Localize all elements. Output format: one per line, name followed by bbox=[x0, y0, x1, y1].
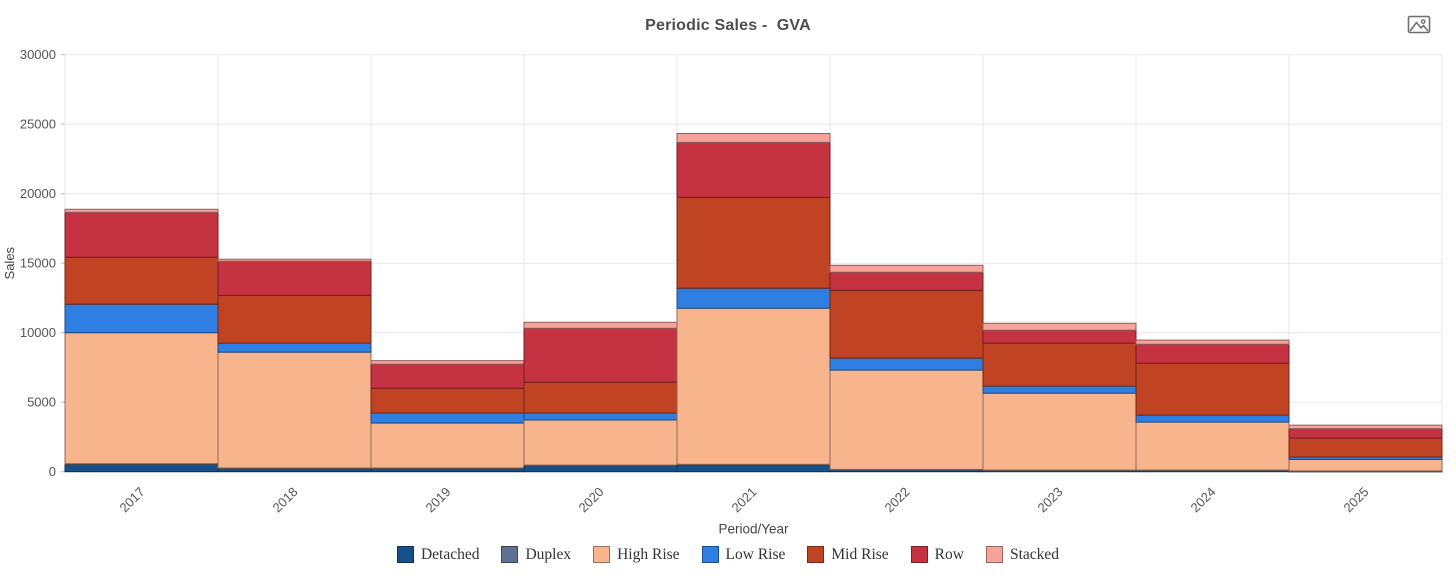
bar-segment-2017-detached[interactable] bbox=[64, 463, 219, 473]
bar-segment-2017-high-rise[interactable] bbox=[64, 332, 219, 465]
legend-swatch bbox=[701, 546, 719, 563]
bar-segment-2017-row[interactable] bbox=[64, 211, 219, 258]
legend-item-low-rise[interactable]: Low Rise bbox=[701, 545, 786, 563]
x-tick-label: 2017 bbox=[117, 484, 148, 515]
chart-title: Periodic Sales - GVA bbox=[645, 17, 811, 34]
bar-segment-2023-low-rise[interactable] bbox=[982, 385, 1137, 394]
legend-label: Row bbox=[934, 545, 964, 563]
x-tick-label: 2019 bbox=[423, 484, 454, 515]
image-export-icon[interactable] bbox=[1407, 14, 1431, 36]
bar-segment-2018-mid-rise[interactable] bbox=[217, 294, 372, 344]
bar-segment-2021-detached[interactable] bbox=[676, 464, 831, 473]
bar-segment-2024-mid-rise[interactable] bbox=[1135, 362, 1290, 416]
legend-item-mid-rise[interactable]: Mid Rise bbox=[807, 545, 889, 563]
bar-segment-2022-mid-rise[interactable] bbox=[829, 289, 984, 359]
legend-item-duplex[interactable]: Duplex bbox=[501, 546, 571, 563]
bar-segment-2020-low-rise[interactable] bbox=[523, 412, 678, 421]
y-tick-label: 20000 bbox=[20, 186, 56, 201]
legend-swatch bbox=[501, 546, 519, 563]
bar-segment-2022-high-rise[interactable] bbox=[829, 369, 984, 470]
y-tick-label: 5000 bbox=[27, 395, 56, 410]
legend-swatch bbox=[807, 546, 825, 563]
legend-item-stacked[interactable]: Stacked bbox=[985, 545, 1060, 563]
bar-segment-2021-stacked[interactable] bbox=[676, 133, 831, 143]
legend-label: High Rise bbox=[617, 545, 680, 563]
bar-segment-2023-row[interactable] bbox=[982, 329, 1137, 344]
legend-label: Stacked bbox=[1009, 545, 1060, 563]
bar-segment-2019-low-rise[interactable] bbox=[370, 412, 525, 424]
bar-segment-2018-high-rise[interactable] bbox=[217, 351, 372, 469]
y-axis-title: Sales bbox=[2, 246, 17, 279]
bar-segment-2022-row[interactable] bbox=[829, 271, 984, 291]
x-tick-label: 2022 bbox=[882, 484, 913, 515]
bar-segment-2020-detached[interactable] bbox=[523, 464, 678, 473]
image-export-icon-glyph bbox=[1407, 15, 1431, 34]
bar-segment-2018-row[interactable] bbox=[217, 260, 372, 296]
bar-segment-2025-stacked[interactable] bbox=[1288, 424, 1443, 430]
chart-legend: Detached Duplex High Rise Low Rise Mid Rise R… bbox=[0, 546, 1456, 563]
bar-segment-2020-mid-rise[interactable] bbox=[523, 381, 678, 414]
legend-swatch bbox=[593, 546, 611, 563]
bar-segment-2021-row[interactable] bbox=[676, 141, 831, 198]
bar-segment-2022-low-rise[interactable] bbox=[829, 357, 984, 371]
bar-segment-2017-mid-rise[interactable] bbox=[64, 256, 219, 305]
y-tick-label: 10000 bbox=[20, 325, 56, 340]
y-tick-label: 15000 bbox=[20, 256, 56, 271]
y-tick-label: 0 bbox=[49, 464, 56, 479]
bar-segment-2018-stacked[interactable] bbox=[217, 258, 372, 262]
x-tick-label: 2020 bbox=[576, 484, 607, 515]
legend-label: Low Rise bbox=[725, 545, 786, 563]
x-tick-label: 2025 bbox=[1341, 484, 1372, 515]
bar-segment-2022-stacked[interactable] bbox=[829, 264, 984, 273]
bar-segment-2025-high-rise[interactable] bbox=[1288, 458, 1443, 472]
legend-label: Mid Rise bbox=[831, 545, 889, 563]
bar-segment-2021-high-rise[interactable] bbox=[676, 307, 831, 465]
bar-segment-2024-low-rise[interactable] bbox=[1135, 414, 1290, 423]
bar-segment-2019-stacked[interactable] bbox=[370, 360, 525, 365]
x-tick-label: 2018 bbox=[270, 484, 301, 515]
bar-segment-2020-high-rise[interactable] bbox=[523, 419, 678, 466]
y-axis-tick-labels: 0 5000 10000 15000 20000 25000 30000 bbox=[20, 47, 56, 479]
bars bbox=[64, 133, 1443, 473]
bar-segment-2018-low-rise[interactable] bbox=[217, 342, 372, 353]
x-tick-label: 2023 bbox=[1035, 484, 1066, 515]
legend-swatch bbox=[985, 546, 1003, 563]
legend-swatch bbox=[910, 546, 928, 563]
bar-segment-2019-row[interactable] bbox=[370, 363, 525, 389]
bar-segment-2023-high-rise[interactable] bbox=[982, 392, 1137, 471]
bar-segment-2023-mid-rise[interactable] bbox=[982, 342, 1137, 387]
legend-item-detached[interactable]: Detached bbox=[396, 545, 480, 563]
x-axis-title: Period/Year bbox=[718, 522, 789, 537]
bar-segment-2019-high-rise[interactable] bbox=[370, 422, 525, 469]
y-tick-label: 30000 bbox=[20, 47, 56, 62]
bar-segment-2020-stacked[interactable] bbox=[523, 321, 678, 329]
legend-item-row[interactable]: Row bbox=[910, 545, 964, 563]
bar-segment-2024-stacked[interactable] bbox=[1135, 339, 1290, 345]
bar-segment-2024-high-rise[interactable] bbox=[1135, 421, 1290, 471]
bar-segment-2019-mid-rise[interactable] bbox=[370, 387, 525, 414]
x-tick-label: 2024 bbox=[1188, 484, 1219, 515]
legend-swatch bbox=[396, 546, 414, 563]
legend-item-high-rise[interactable]: High Rise bbox=[593, 545, 680, 563]
bar-segment-2025-mid-rise[interactable] bbox=[1288, 437, 1443, 458]
bar-segment-2025-row[interactable] bbox=[1288, 428, 1443, 439]
legend-label: Detached bbox=[420, 545, 480, 563]
bar-segment-2024-row[interactable] bbox=[1135, 343, 1290, 364]
bar-segment-2017-stacked[interactable] bbox=[64, 208, 219, 213]
bar-segment-2017-low-rise[interactable] bbox=[64, 303, 219, 334]
bar-segment-2021-mid-rise[interactable] bbox=[676, 196, 831, 289]
bar-segment-2020-row[interactable] bbox=[523, 327, 678, 383]
x-axis-tick-labels: 2017 2018 2019 2020 2021 2022 2023 2024 2025 bbox=[117, 484, 1372, 515]
y-tick-label: 25000 bbox=[20, 117, 56, 132]
legend-label: Duplex bbox=[525, 545, 572, 563]
bar-segment-2021-low-rise[interactable] bbox=[676, 287, 831, 309]
x-tick-label: 2021 bbox=[729, 484, 760, 515]
bar-segment-2023-stacked[interactable] bbox=[982, 322, 1137, 331]
